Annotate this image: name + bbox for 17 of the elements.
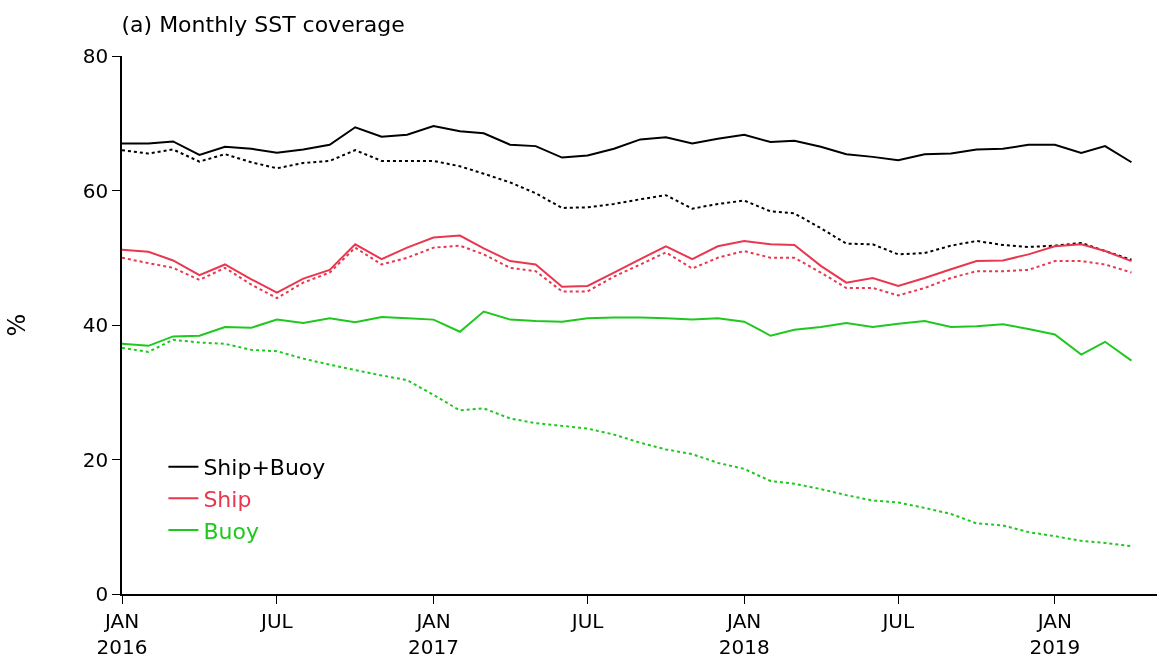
x-tick-label: JAN 2016 <box>96 608 148 659</box>
y-tick-label: 20 <box>82 447 109 472</box>
x-tick-label: JUL <box>569 608 605 633</box>
x-tick-label: JAN 2018 <box>718 608 770 659</box>
y-tick-label: 60 <box>82 178 109 203</box>
chart-title: (a) Monthly SST coverage <box>121 11 405 37</box>
legend-label: Buoy <box>203 518 259 544</box>
y-tick-label: 40 <box>82 313 109 337</box>
y-tick-label: 0 <box>95 582 109 606</box>
legend-label: Ship <box>203 486 252 512</box>
y-axis-title: % <box>3 313 32 337</box>
x-tick-label: JUL <box>259 608 294 633</box>
y-tick-label: 80 <box>82 44 109 68</box>
legend-label: Ship+Buoy <box>203 455 326 481</box>
x-tick-label: JUL <box>880 608 915 633</box>
x-tick-label: JAN 2019 <box>1029 608 1081 659</box>
x-tick-label: JAN 2017 <box>408 608 459 659</box>
